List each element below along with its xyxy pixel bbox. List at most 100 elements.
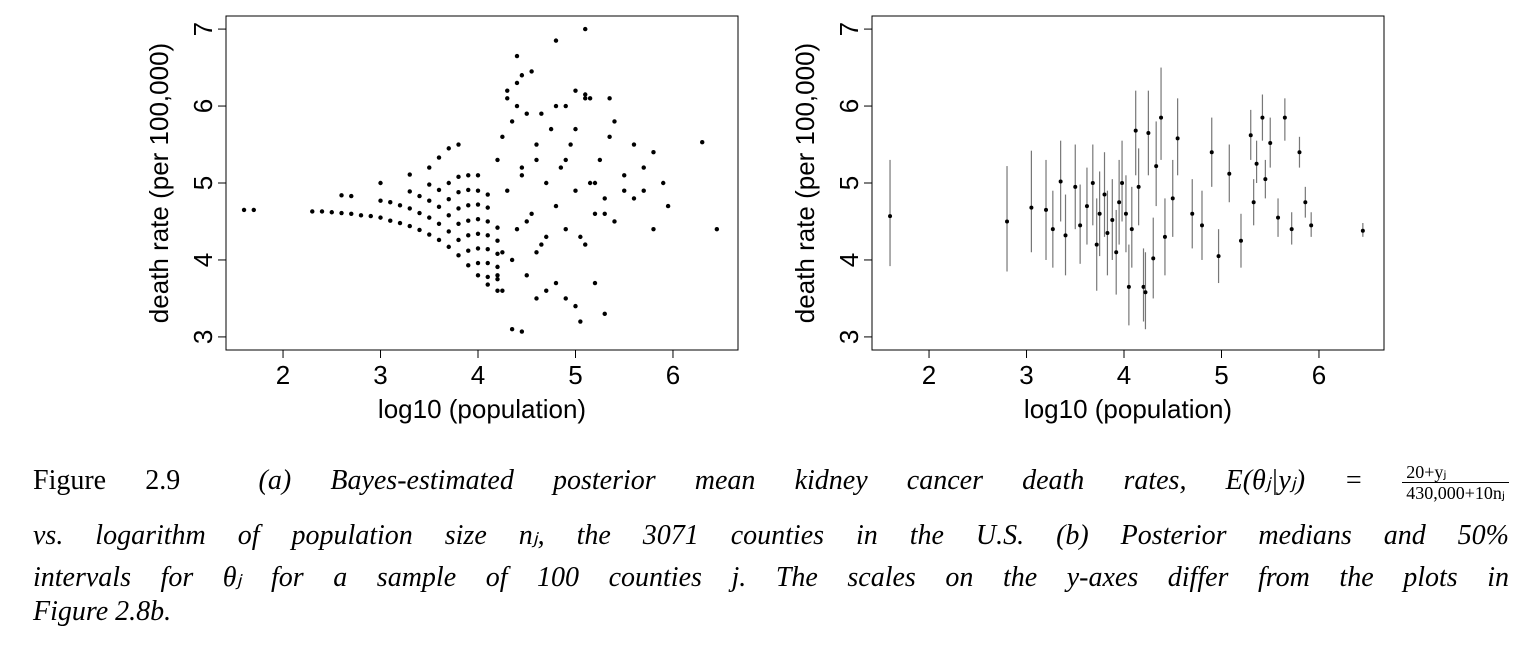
data-point	[607, 134, 612, 140]
data-point	[456, 174, 461, 180]
data-point	[407, 172, 412, 177]
data-point	[427, 165, 432, 170]
data-point	[446, 146, 451, 151]
data-point	[485, 233, 490, 238]
data-point	[456, 190, 461, 195]
data-point	[548, 126, 554, 132]
median-point	[1102, 192, 1107, 197]
data-point	[529, 69, 534, 74]
data-point	[407, 223, 412, 229]
median-point	[1254, 161, 1259, 166]
y-tick-label: 6	[834, 99, 864, 113]
data-point	[514, 226, 520, 232]
median-point	[1151, 256, 1156, 261]
data-point	[466, 203, 471, 208]
data-point	[539, 242, 544, 247]
data-point	[475, 216, 481, 222]
y-tick-label: 7	[188, 22, 218, 36]
caption-text: (a) Bayes-estimated posterior mean kidne…	[258, 464, 1364, 496]
data-point	[500, 250, 505, 255]
data-point	[587, 96, 593, 101]
data-point	[368, 213, 373, 219]
data-point	[553, 38, 559, 43]
median-point	[1029, 205, 1034, 210]
data-point	[612, 119, 617, 124]
median-point	[1005, 219, 1010, 224]
data-point	[578, 319, 583, 324]
data-point	[466, 263, 471, 268]
data-point	[641, 165, 646, 170]
median-point	[1058, 179, 1063, 184]
data-point	[446, 229, 451, 234]
data-point	[427, 232, 432, 237]
data-point	[592, 180, 598, 186]
data-point	[456, 253, 461, 258]
data-point	[407, 189, 412, 194]
data-point	[529, 211, 534, 216]
data-point	[417, 227, 422, 233]
data-point	[397, 220, 403, 226]
x-tick-label: 5	[1214, 360, 1228, 390]
data-point	[436, 187, 442, 193]
data-point	[446, 213, 451, 218]
data-point	[446, 196, 451, 202]
data-point	[622, 173, 627, 178]
data-point	[485, 246, 490, 252]
data-point	[602, 196, 607, 201]
y-tick-label: 4	[834, 253, 864, 267]
data-point	[524, 111, 529, 116]
median-point	[1227, 171, 1232, 176]
data-point	[714, 226, 720, 232]
data-point	[475, 188, 481, 193]
median-point	[1209, 150, 1214, 155]
y-tick-label: 3	[834, 330, 864, 344]
median-point	[1309, 223, 1314, 228]
median-point	[1297, 150, 1302, 155]
data-point	[631, 196, 637, 201]
fraction: 20+yⱼ 430,000+10nⱼ	[1402, 462, 1510, 503]
data-point	[485, 282, 490, 287]
data-point	[495, 264, 500, 270]
denominator: 430,000+10nⱼ	[1402, 482, 1510, 503]
data-point	[495, 251, 500, 257]
data-point	[505, 188, 510, 193]
data-point	[573, 126, 578, 132]
data-point	[553, 103, 559, 109]
data-point	[485, 260, 490, 266]
median-point	[1268, 140, 1273, 145]
data-point	[475, 202, 481, 207]
median-point	[1097, 211, 1102, 216]
data-point	[485, 192, 490, 197]
median-point	[1190, 211, 1195, 216]
y-tick-label: 5	[834, 176, 864, 190]
data-point	[553, 203, 559, 209]
data-point	[519, 73, 525, 78]
data-point	[587, 180, 593, 186]
x-tick-label: 2	[276, 360, 290, 390]
data-point	[583, 92, 588, 97]
data-point	[388, 200, 393, 205]
x-tick-label: 3	[1019, 360, 1033, 390]
data-point	[592, 280, 598, 286]
data-point	[485, 274, 490, 280]
data-point	[500, 134, 505, 140]
y-tick-label: 4	[188, 253, 218, 267]
median-point	[1129, 227, 1134, 232]
median-point	[1260, 115, 1265, 120]
data-point	[427, 182, 432, 187]
median-point	[1251, 200, 1256, 205]
numerator: 20+yⱼ	[1406, 462, 1447, 482]
data-point	[509, 119, 515, 124]
data-point	[592, 211, 598, 216]
data-point	[612, 219, 617, 224]
data-point	[349, 193, 354, 199]
data-point	[519, 329, 525, 334]
data-point	[563, 157, 568, 163]
x-tick-label: 2	[922, 360, 936, 390]
data-point	[251, 207, 256, 213]
median-point	[1303, 200, 1308, 205]
median-point	[1162, 234, 1167, 239]
data-point	[519, 165, 525, 170]
data-point	[563, 226, 568, 232]
data-point	[427, 215, 432, 220]
